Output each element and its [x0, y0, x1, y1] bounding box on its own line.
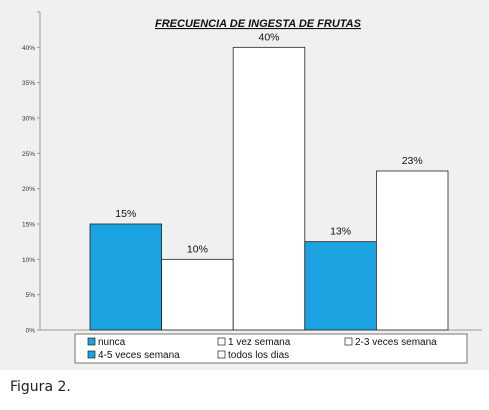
bar-5	[375, 170, 449, 331]
legend-box	[74, 333, 468, 364]
legend-label: 1 vez semana	[228, 337, 291, 348]
legend-label: 4-5 veces semana	[98, 350, 180, 361]
legend-label: todos los dias	[228, 350, 289, 361]
legend-swatch	[87, 350, 96, 359]
legend: nunca 1 vez semana 2-3 veces semana 4-5 vec…	[74, 333, 468, 364]
legend-swatch	[217, 337, 226, 346]
chart-title: FRECUENCIA DE INGESTA DE FRUTAS	[155, 18, 362, 30]
bar-3	[232, 46, 306, 331]
legend-swatch	[344, 337, 353, 346]
y-tick-label: 5%	[26, 292, 36, 299]
bar-data-label: 23%	[402, 155, 423, 167]
y-tick-label: 20%	[22, 186, 35, 193]
bar-data-label: 40%	[258, 31, 279, 43]
y-tick-label: 35%	[22, 80, 35, 87]
y-tick-label: 30%	[22, 116, 35, 123]
figure-caption: Figura 2.	[10, 379, 71, 395]
bars: 15% 10% 40% 13% 23%	[89, 31, 449, 331]
y-tick-label: 25%	[22, 151, 35, 158]
legend-label: nunca	[98, 337, 126, 348]
bar-4	[304, 241, 377, 331]
bar-1	[89, 223, 162, 331]
y-tick-label: 10%	[22, 257, 35, 264]
bar-data-label: 10%	[187, 243, 208, 255]
bar-2	[161, 258, 234, 331]
legend-swatch	[87, 337, 96, 346]
y-tick-label: 15%	[22, 222, 35, 229]
bar-data-label: 15%	[115, 208, 136, 220]
legend-label: 2-3 veces semana	[355, 337, 437, 348]
legend-swatch	[217, 350, 226, 359]
y-tick-label: 0%	[26, 328, 36, 335]
y-tick-label: 40%	[22, 45, 35, 52]
bar-data-label: 13%	[330, 226, 351, 238]
